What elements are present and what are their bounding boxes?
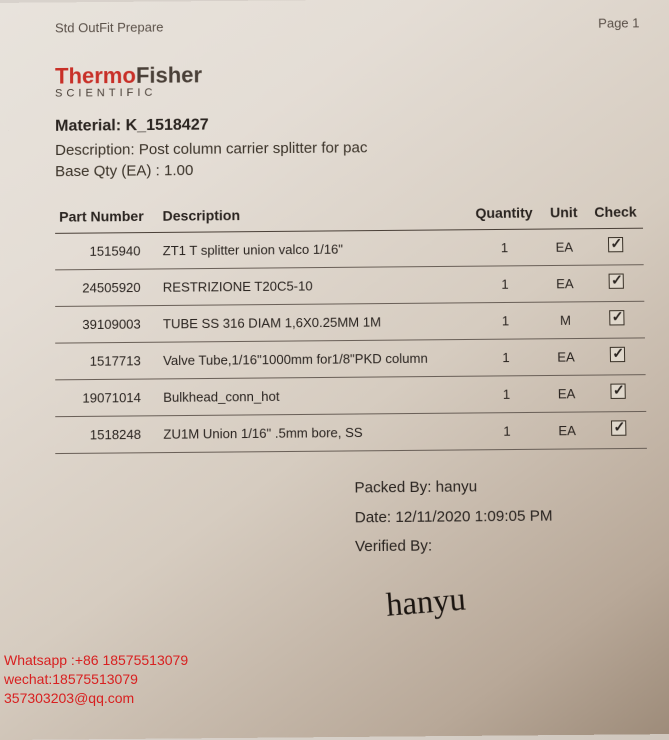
cell-desc: ZT1 T splitter union valco 1/16" [159, 230, 470, 269]
packed-by-value: hanyu [436, 478, 478, 496]
verified-by-label: Verified By: [355, 530, 649, 562]
cell-qty: 1 [469, 229, 540, 266]
checkmark-icon [610, 347, 625, 362]
company-logo: ThermoFisher SCIENTIFIC [55, 58, 641, 99]
col-part: Part Number [55, 202, 158, 234]
packed-by-label: Packed By: [354, 478, 431, 496]
cell-part: 1517713 [55, 342, 159, 380]
checkmark-icon [610, 310, 625, 325]
cell-part: 1515940 [55, 232, 159, 269]
table-row: 19071014Bulkhead_conn_hot1EA [55, 375, 646, 417]
logo-fisher: Fisher [136, 62, 202, 88]
material-line: Material: K_1518427 [55, 113, 641, 136]
table-row: 24505920RESTRIZIONE T20C5-101EA [55, 265, 644, 307]
cell-qty: 1 [470, 339, 541, 376]
watermark-whatsapp: Whatsapp :+86 18575513079 [4, 651, 188, 670]
checkmark-icon [608, 237, 623, 252]
cell-check [590, 301, 645, 338]
table-row: 1515940ZT1 T splitter union valco 1/16"1… [55, 228, 644, 270]
table-row: 1518248ZU1M Union 1/16" .5mm bore, SS1EA [55, 411, 647, 453]
cell-qty: 1 [471, 412, 542, 450]
cell-qty: 1 [469, 266, 540, 303]
description-value: Post column carrier splitter for pac [139, 139, 368, 158]
table-row: 39109003TUBE SS 316 DIAM 1,6X0.25MM 1M1M [55, 301, 645, 343]
page-number: Page 1 [598, 15, 639, 30]
cell-part: 1518248 [55, 416, 159, 454]
checkmark-icon [611, 420, 626, 436]
cell-desc: TUBE SS 316 DIAM 1,6X0.25MM 1M [159, 303, 471, 342]
description-label: Description: [55, 141, 135, 159]
cell-desc: ZU1M Union 1/16" .5mm bore, SS [159, 413, 471, 453]
contact-watermark: Whatsapp :+86 18575513079 wechat:1857551… [4, 651, 188, 708]
watermark-wechat: wechat:18575513079 [4, 670, 188, 689]
cell-unit: EA [541, 338, 591, 375]
cell-part: 19071014 [55, 379, 159, 417]
page-header: Std OutFit Prepare Page 1 [55, 15, 640, 35]
document-sheet: Std OutFit Prepare Page 1 ThermoFisher S… [0, 0, 669, 740]
cell-check [589, 228, 644, 265]
cell-desc: Valve Tube,1/16"1000mm for1/8"PKD column [159, 339, 471, 378]
base-qty-line: Base Qty (EA) : 1.00 [55, 158, 642, 180]
material-label: Material: [55, 117, 121, 135]
cell-desc: RESTRIZIONE T20C5-10 [159, 266, 470, 305]
base-qty-value: 1.00 [164, 162, 193, 179]
cell-qty: 1 [470, 302, 541, 339]
date-value: 12/11/2020 1:09:05 PM [395, 507, 552, 526]
table-header-row: Part Number Description Quantity Unit Ch… [55, 197, 643, 233]
cell-part: 39109003 [55, 306, 159, 344]
logo-thermo: Thermo [55, 63, 136, 89]
checkmark-icon [611, 384, 626, 399]
cell-qty: 1 [471, 376, 542, 413]
cell-desc: Bulkhead_conn_hot [159, 376, 471, 416]
cell-unit: EA [540, 229, 590, 266]
material-value: K_1518427 [126, 116, 209, 134]
parts-table: Part Number Description Quantity Unit Ch… [55, 197, 647, 454]
col-check: Check [588, 197, 643, 228]
cell-check [589, 265, 644, 302]
table-row: 1517713Valve Tube,1/16"1000mm for1/8"PKD… [55, 338, 645, 380]
date-label: Date: [355, 508, 392, 526]
cell-part: 24505920 [55, 269, 159, 306]
watermark-email: 357303203@qq.com [4, 689, 188, 708]
checkmark-icon [609, 273, 624, 288]
col-desc: Description [158, 199, 469, 233]
footer-block: Packed By: hanyu Date: 12/11/2020 1:09:0… [354, 471, 650, 633]
description-line: Description: Post column carrier splitte… [55, 137, 642, 159]
cell-unit: EA [542, 412, 592, 449]
cell-unit: EA [542, 375, 592, 412]
cell-check [591, 375, 646, 412]
signature: hanyu [384, 567, 468, 636]
col-unit: Unit [539, 198, 588, 229]
cell-unit: EA [540, 265, 590, 302]
cell-check [590, 338, 645, 375]
cell-check [591, 411, 646, 448]
base-qty-label: Base Qty (EA) : [55, 162, 160, 180]
cell-unit: M [541, 302, 591, 339]
report-title: Std OutFit Prepare [55, 19, 164, 35]
col-qty: Quantity [469, 198, 540, 229]
